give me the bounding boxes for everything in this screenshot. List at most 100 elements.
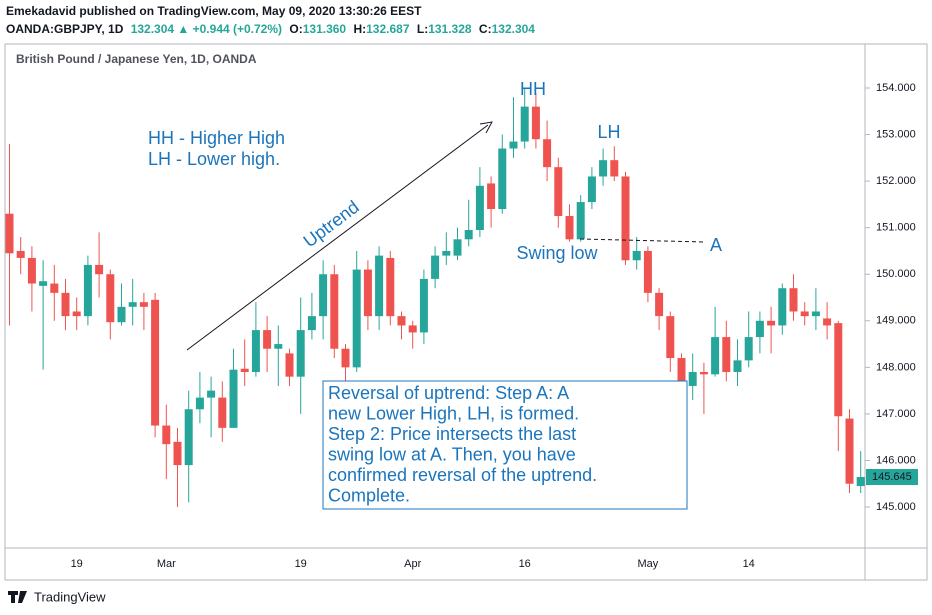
candle-body [106, 274, 115, 323]
candle-body [162, 425, 171, 445]
ohlc-label: H: [353, 22, 366, 36]
brand: TradingView [34, 589, 106, 604]
candle-body [151, 299, 160, 426]
x-tick-label: 19 [295, 558, 307, 570]
candle-body [778, 288, 787, 326]
annotation-line: Reversal of uptrend: Step A: A [328, 383, 569, 403]
y-tick-label: 153.000 [876, 128, 916, 140]
candle-body [173, 441, 182, 466]
brand-logo [8, 591, 27, 603]
candle-body [677, 358, 686, 386]
y-tick-label: 151.000 [876, 222, 916, 234]
candle-body [61, 292, 70, 317]
candle-body [610, 160, 619, 177]
candle-body [240, 368, 249, 373]
y-tick-label: 150.000 [876, 268, 916, 280]
candle-body [95, 264, 104, 275]
candle-body [464, 230, 473, 240]
candle-body [722, 337, 731, 373]
candle-body [576, 202, 585, 240]
candle-body [184, 409, 193, 466]
y-tick-label: 147.000 [876, 408, 916, 420]
candle-body [307, 316, 316, 331]
ohlc-value: 131.360 [303, 22, 347, 36]
chart-frame [4, 43, 928, 581]
candle-body [475, 185, 484, 231]
candle-body [733, 360, 742, 373]
candle-body [643, 250, 652, 293]
trend-arrow [186, 124, 489, 351]
candle-body [27, 257, 36, 284]
candle-body [50, 283, 59, 293]
candle-body [845, 418, 854, 484]
candle-body [195, 397, 204, 410]
x-tick-label: 19 [71, 558, 83, 570]
candle-body [263, 330, 272, 349]
x-tick-label: Mar [157, 558, 176, 570]
point-a-label: A [710, 235, 722, 255]
candle-body [251, 330, 260, 373]
candle-body [655, 292, 664, 317]
candle-body [319, 274, 328, 317]
candle-body [5, 213, 14, 254]
annotation-line: confirmed reversal of the uptrend. [328, 465, 597, 485]
annotation-line: new Lower High, LH, is formed. [328, 403, 579, 423]
candle-body [811, 311, 820, 317]
symbol: OANDA:GBPJPY, 1D [6, 22, 124, 36]
annotation-line: Complete. [328, 485, 410, 505]
lh-label: LH [597, 122, 620, 142]
candle-body [128, 302, 137, 307]
candle-body [554, 167, 563, 217]
y-tick-label: 146.000 [876, 454, 916, 466]
candle-body [39, 281, 48, 286]
ohlc-value: 132.304 [492, 22, 536, 36]
ohlc-label: O: [289, 22, 302, 36]
candle-body [800, 311, 809, 317]
candle-body [520, 106, 529, 142]
y-tick-label: 149.000 [876, 315, 916, 327]
candle-body [823, 318, 832, 326]
candle-body [789, 288, 798, 312]
last-price-label: 145.645 [872, 471, 912, 483]
candle-body [856, 476, 865, 487]
ohlc-label: C: [479, 22, 492, 36]
swing-low-label: Swing low [516, 243, 598, 263]
candle-body [363, 269, 372, 317]
candle-body [16, 250, 25, 258]
last-price-marker [866, 468, 918, 485]
candle-body [531, 106, 540, 140]
candle-body [487, 183, 496, 210]
uptrend-label: Uptrend [300, 197, 363, 252]
ohlc-label: L: [417, 22, 428, 36]
candle-body [386, 257, 395, 317]
candle-body [218, 397, 227, 428]
candle-body [767, 320, 776, 326]
swing-low-line [579, 238, 706, 243]
quote: 132.304 ▲ +0.944 (+0.72%) [131, 22, 282, 36]
candle-body [397, 316, 406, 326]
candle-body [744, 337, 753, 361]
y-tick-label: 154.000 [876, 82, 916, 94]
candle-body [117, 306, 126, 323]
x-tick-label: May [638, 558, 659, 570]
publisher-line: Emekadavid published on TradingView.com,… [6, 4, 422, 18]
x-tick-label: 16 [519, 558, 531, 570]
plot: 145.000 146.000 147.000 148.000 149.000 150.0… [5, 82, 918, 570]
candle-body [341, 348, 350, 368]
quote-line: OANDA:GBPJPY, 1D 132.304 ▲ +0.944 (+0.72… [6, 22, 535, 36]
candle-body [72, 311, 81, 317]
legend-text: HH - Higher High [148, 128, 285, 148]
candle-body [543, 139, 552, 168]
candle-body [711, 337, 720, 375]
x-tick-label: Apr [404, 558, 421, 570]
candle-body [755, 320, 764, 338]
candle-body [229, 369, 238, 428]
candle-body [509, 141, 518, 149]
candle-body [587, 176, 596, 203]
candle-body [688, 372, 697, 386]
candle-body [330, 274, 339, 349]
candle-body [431, 255, 440, 279]
y-tick-label: 145.000 [876, 501, 916, 513]
